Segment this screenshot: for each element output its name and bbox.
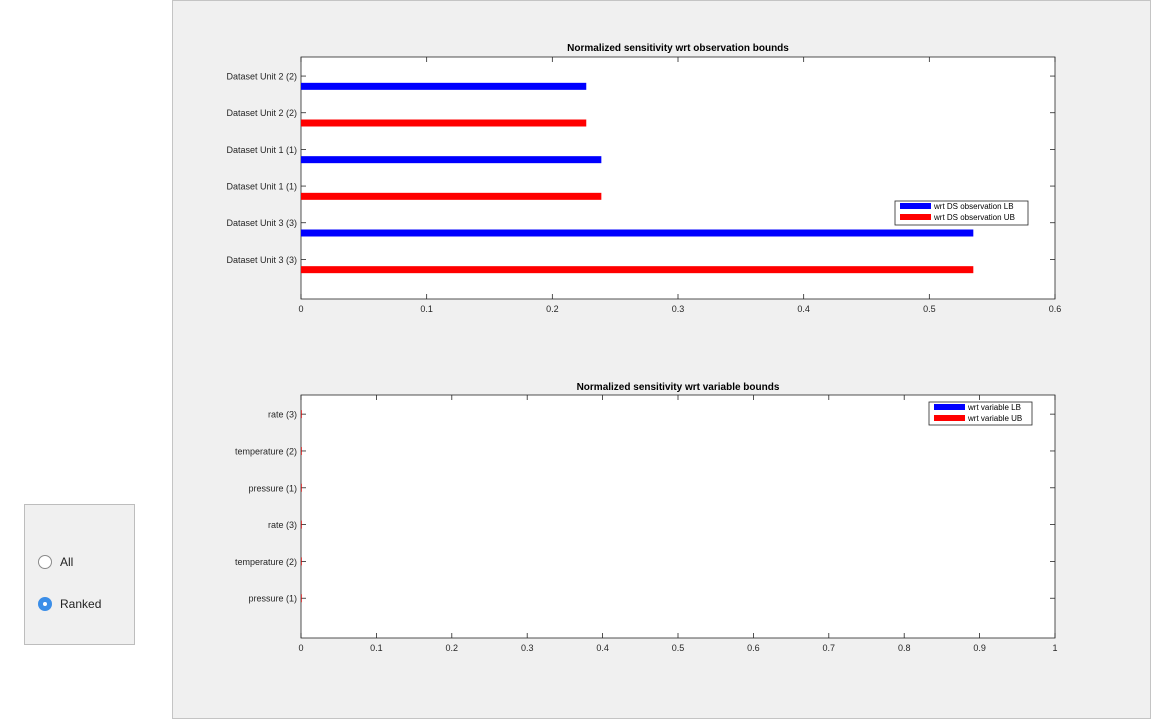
observation-bounds-chart: Normalized sensitivity wrt observation b… (226, 43, 1062, 314)
x-tick-label: 0.3 (521, 643, 534, 653)
x-tick-label: 0.4 (797, 304, 810, 314)
x-tick-label: 0.5 (672, 643, 685, 653)
y-tick-label: Dataset Unit 2 (2) (226, 108, 297, 118)
legend-swatch (934, 404, 965, 410)
y-tick-label: temperature (2) (235, 557, 297, 567)
x-tick-label: 1 (1052, 643, 1057, 653)
x-tick-label: 0 (298, 643, 303, 653)
x-tick-label: 0.6 (747, 643, 760, 653)
y-tick-label: temperature (2) (235, 446, 297, 456)
radio-all[interactable]: All (38, 555, 73, 569)
x-tick-label: 0.6 (1049, 304, 1062, 314)
y-tick-label: pressure (1) (248, 483, 297, 493)
legend-swatch (934, 415, 965, 421)
x-tick-label: 0.2 (546, 304, 559, 314)
x-tick-label: 0.1 (370, 643, 383, 653)
legend-label: wrt DS observation LB (933, 202, 1014, 211)
bar (301, 229, 974, 237)
x-tick-label: 0.9 (973, 643, 986, 653)
bar (301, 119, 587, 127)
x-tick-label: 0.2 (446, 643, 459, 653)
bar (301, 192, 602, 200)
y-tick-label: rate (3) (268, 520, 297, 530)
legend-label: wrt DS observation UB (933, 213, 1015, 222)
plot-area (300, 394, 1056, 639)
bar (301, 266, 974, 274)
bar (301, 82, 587, 90)
x-tick-label: 0.1 (420, 304, 433, 314)
x-tick-label: 0 (298, 304, 303, 314)
y-tick-label: rate (3) (268, 410, 297, 420)
x-tick-label: 0.8 (898, 643, 911, 653)
figure-panel: Normalized sensitivity wrt observation b… (172, 0, 1151, 719)
radio-all-indicator[interactable] (38, 555, 52, 569)
x-tick-label: 0.5 (923, 304, 936, 314)
radio-all-label: All (60, 555, 74, 569)
y-tick-label: Dataset Unit 1 (1) (226, 145, 297, 155)
plot-area (300, 56, 1056, 300)
y-tick-label: pressure (1) (248, 594, 297, 604)
radio-ranked-label: Ranked (60, 597, 102, 611)
bar (301, 156, 602, 164)
legend-label: wrt variable UB (967, 414, 1022, 423)
variable-bounds-chart: Normalized sensitivity wrt variable boun… (235, 382, 1058, 653)
x-tick-label: 0.3 (672, 304, 685, 314)
legend-label: wrt variable LB (967, 403, 1021, 412)
legend-swatch (900, 214, 931, 220)
chart-title: Normalized sensitivity wrt observation b… (567, 43, 789, 54)
chart-title: Normalized sensitivity wrt variable boun… (577, 382, 780, 393)
x-tick-label: 0.7 (823, 643, 836, 653)
y-tick-label: Dataset Unit 1 (1) (226, 182, 297, 192)
radio-ranked[interactable]: Ranked (38, 597, 101, 611)
radio-ranked-indicator[interactable] (38, 597, 52, 611)
legend-swatch (900, 203, 931, 209)
y-tick-label: Dataset Unit 3 (3) (226, 255, 297, 265)
y-tick-label: Dataset Unit 2 (2) (226, 72, 297, 82)
display-mode-panel: All Ranked (24, 504, 135, 645)
x-tick-label: 0.4 (596, 643, 609, 653)
y-tick-label: Dataset Unit 3 (3) (226, 218, 297, 228)
